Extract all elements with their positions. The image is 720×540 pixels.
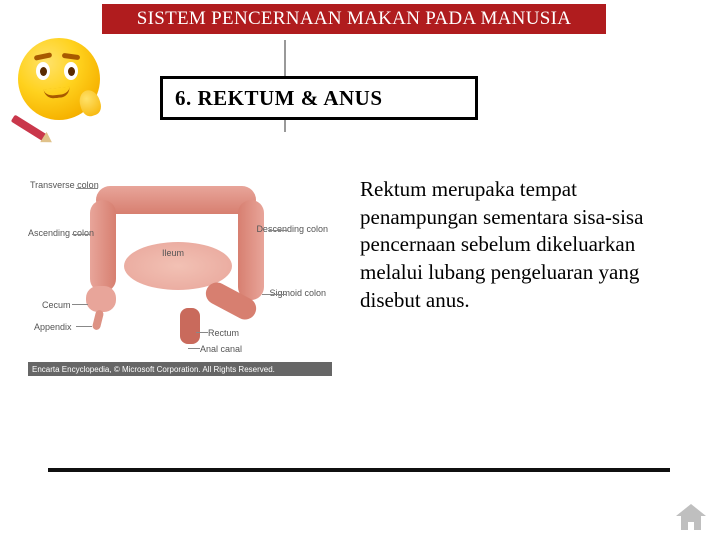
diagram-caption: Encarta Encyclopedia, © Microsoft Corpor… xyxy=(28,362,332,376)
section-heading-box: 6. REKTUM & ANUS xyxy=(160,76,478,120)
emoji-face xyxy=(18,38,100,120)
label-sigmoid: Sigmoid colon xyxy=(269,288,326,298)
bottom-divider xyxy=(48,468,670,472)
label-anal: Anal canal xyxy=(200,344,242,354)
page-header: SISTEM PENCERNAAN MAKAN PADA MANUSIA xyxy=(102,4,606,34)
label-descending: Descending colon xyxy=(256,224,328,234)
pencil-icon xyxy=(11,115,47,142)
diagram-caption-text: Encarta Encyclopedia, © Microsoft Corpor… xyxy=(32,365,275,374)
label-ileum: Ileum xyxy=(162,248,184,258)
intestine-diagram: Transverse colon Ascending colon Descend… xyxy=(28,170,332,376)
body-paragraph: Rektum merupaka tempat penampungan semen… xyxy=(360,176,680,315)
header-title: SISTEM PENCERNAAN MAKAN PADA MANUSIA xyxy=(137,8,572,30)
thinking-emoji-image xyxy=(12,38,108,148)
label-appendix: Appendix xyxy=(34,322,72,332)
home-icon[interactable] xyxy=(676,504,706,532)
label-ascending: Ascending colon xyxy=(28,228,94,238)
label-rectum: Rectum xyxy=(208,328,239,338)
section-heading: 6. REKTUM & ANUS xyxy=(175,86,383,111)
label-cecum: Cecum xyxy=(42,300,71,310)
